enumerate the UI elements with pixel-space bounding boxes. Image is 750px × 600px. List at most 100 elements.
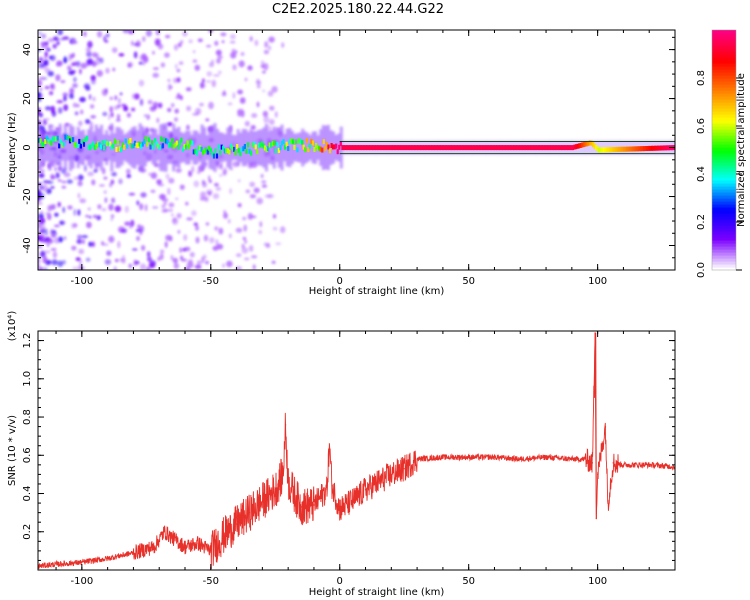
ridge-segment — [47, 139, 50, 145]
noise-blob — [220, 32, 227, 37]
colorbar-frame — [711, 29, 737, 271]
noise-blob — [139, 229, 143, 236]
ridge-segment — [437, 145, 440, 151]
ridge-segment — [175, 140, 178, 146]
ridge-segment — [452, 145, 455, 151]
noise-blob — [51, 259, 58, 266]
ridge-segment — [588, 140, 592, 146]
snr-data-point — [416, 458, 418, 460]
snr-data-point — [571, 458, 573, 460]
ridge-segment — [561, 145, 564, 151]
ridge-segment — [485, 145, 488, 151]
ridge-segment — [486, 145, 489, 151]
noise-blob — [88, 94, 92, 100]
noise-blob — [149, 260, 157, 267]
noise-blob — [260, 173, 264, 179]
noise-blob — [142, 36, 146, 42]
noise-blob — [103, 176, 108, 180]
noise-blob — [110, 218, 114, 221]
ridge-segment — [658, 145, 661, 151]
noise-blob — [71, 62, 76, 66]
noise-blob — [167, 79, 171, 82]
colorbar-segment — [712, 168, 736, 172]
snr-data-point — [468, 456, 470, 458]
ridge-segment — [342, 145, 345, 151]
ridge-segment — [652, 145, 655, 151]
ridge-segment — [621, 146, 624, 152]
ridge-segment — [420, 145, 423, 151]
halo-band — [48, 124, 52, 171]
noise-blob — [79, 96, 86, 103]
noise-blob — [131, 93, 138, 100]
snr-panel: -100 -50 0 50 100 0.2 0.4 0.6 0.8 1.0 1.2 Height of… — [7, 311, 676, 598]
noise-blob — [44, 230, 49, 236]
ridge-segment — [287, 146, 290, 151]
noise-blob — [172, 77, 179, 84]
noise-blob — [92, 96, 96, 102]
noise-blob — [260, 60, 265, 66]
ridge-segment — [73, 142, 76, 148]
noise-blob — [229, 188, 232, 195]
snr-data-point — [55, 563, 57, 565]
noise-blob — [44, 250, 51, 254]
ridge-segment — [395, 145, 398, 151]
noise-blob — [183, 234, 188, 241]
ridge-segment — [206, 149, 209, 155]
ridge-segment — [568, 145, 571, 151]
noise-blob — [263, 49, 269, 55]
colorbar-segment — [712, 219, 736, 223]
noise-blob — [113, 105, 119, 110]
halo-band — [107, 134, 111, 161]
noise-blob — [188, 170, 193, 177]
halo-band — [223, 134, 227, 161]
noise-blob — [117, 241, 121, 249]
ridge-segment — [667, 145, 670, 151]
halo-band — [311, 131, 315, 164]
snr-data-point — [352, 500, 354, 502]
ridge-segment — [491, 145, 494, 151]
noise-blob — [170, 255, 174, 261]
ridge-segment — [352, 145, 355, 151]
halo-band — [218, 132, 222, 163]
ridge-segment — [349, 145, 352, 151]
halo-band — [56, 129, 60, 166]
noise-blob — [110, 179, 114, 185]
ridge-segment — [121, 142, 124, 148]
colorbar-segment — [712, 183, 736, 187]
noise-blob — [78, 120, 83, 127]
ridge-segment — [321, 147, 324, 153]
noise-blob — [167, 83, 172, 91]
ridge-segment — [545, 145, 548, 151]
y-tick-label: -40 — [22, 237, 33, 253]
spectrogram-plot-area — [38, 30, 675, 270]
ridge-segment — [107, 141, 110, 147]
colorbar-segment — [712, 66, 736, 70]
ridge-segment — [120, 147, 123, 153]
halo-band — [587, 140, 591, 155]
noise-blob — [228, 233, 232, 239]
colorbar-segment — [712, 78, 736, 82]
colorbar-tick-label: 0.4 — [696, 166, 707, 182]
noise-blob — [216, 58, 221, 64]
colorbar-segment — [712, 135, 736, 139]
noise-blob — [249, 194, 256, 199]
ridge-segment — [146, 141, 149, 147]
ridge-segment — [465, 145, 468, 151]
ridge-segment — [469, 145, 472, 151]
noise-blob — [185, 87, 192, 92]
ridge-segment — [336, 149, 339, 155]
ridge-segment — [630, 146, 633, 152]
ridge-segment — [328, 148, 332, 154]
ridge-segment — [525, 145, 528, 151]
halo-band — [43, 133, 47, 162]
noise-blob — [99, 57, 104, 64]
ridge-segment — [460, 145, 463, 151]
noise-blob — [176, 68, 181, 73]
noise-blob — [223, 210, 227, 214]
noise-blob — [73, 208, 77, 216]
ridge-segment — [137, 143, 140, 149]
noise-blob — [130, 219, 135, 227]
ridge-segment — [226, 148, 229, 154]
ridge-segment — [646, 146, 649, 151]
ridge-segment — [129, 137, 132, 143]
